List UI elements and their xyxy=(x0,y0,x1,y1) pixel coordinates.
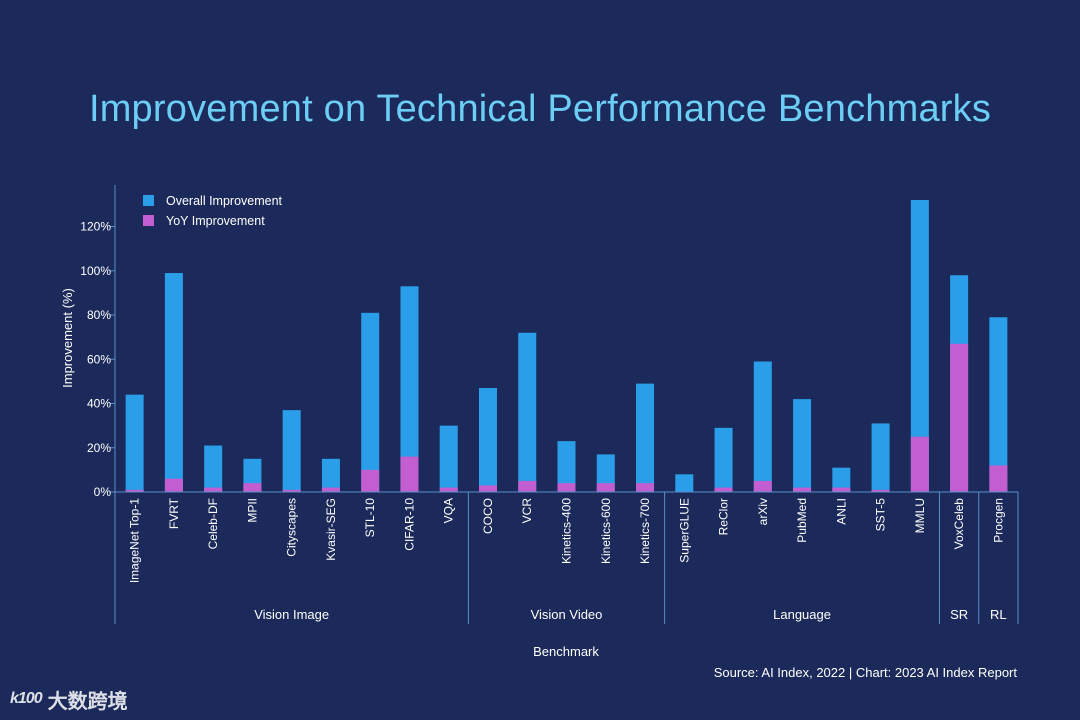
bar-yoy-12 xyxy=(596,483,615,492)
bar-yoy-5 xyxy=(321,487,340,492)
x-tick-label: ImageNet Top-1 xyxy=(128,498,142,583)
x-tick-label: VoxCeleb xyxy=(952,498,966,550)
bar-overall-0 xyxy=(125,394,144,492)
bar-yoy-6 xyxy=(361,469,380,492)
y-tick-label: 60% xyxy=(87,352,111,366)
bar-overall-15 xyxy=(714,427,733,492)
bar-yoy-15 xyxy=(714,487,733,492)
x-tick-label: ANLI xyxy=(834,498,848,525)
bar-yoy-3 xyxy=(243,483,262,492)
x-tick-label: ReClor xyxy=(717,498,731,535)
x-tick-label: MMLU xyxy=(913,498,927,533)
x-tick-label: Kvasir-SEG xyxy=(324,498,338,561)
bar-yoy-0 xyxy=(125,489,144,492)
group-label: RL xyxy=(990,607,1007,622)
bar-yoy-11 xyxy=(557,483,576,492)
y-tick-label: 80% xyxy=(87,308,111,322)
x-tick-label: Procgen xyxy=(991,498,1005,543)
bar-yoy-20 xyxy=(910,436,929,492)
y-tick-label: 20% xyxy=(87,441,111,455)
x-tick-label: SuperGLUE xyxy=(677,498,691,563)
bar-overall-8 xyxy=(439,425,458,492)
bar-yoy-13 xyxy=(636,483,655,492)
bar-overall-2 xyxy=(204,445,223,492)
bar-overall-22 xyxy=(989,317,1008,492)
x-tick-label: MPII xyxy=(245,498,259,523)
bar-overall-4 xyxy=(282,410,301,492)
x-tick-label: Kinetics-700 xyxy=(638,498,652,564)
bar-yoy-8 xyxy=(439,487,458,492)
bar-overall-5 xyxy=(321,458,340,492)
bar-yoy-10 xyxy=(518,480,537,492)
x-tick-label: FVRT xyxy=(167,497,181,529)
watermark-logo: k100 xyxy=(10,690,43,707)
x-tick-label: STL-10 xyxy=(363,498,377,538)
legend-label-yoy: YoY Improvement xyxy=(166,214,265,228)
bar-yoy-1 xyxy=(164,478,183,492)
x-tick-label: CIFAR-10 xyxy=(402,498,416,551)
legend-swatch-yoy xyxy=(143,215,154,226)
legend-swatch-overall xyxy=(143,195,154,206)
bar-yoy-9 xyxy=(478,485,497,492)
bar-overall-17 xyxy=(793,399,812,492)
chart-title: Improvement on Technical Performance Ben… xyxy=(88,88,992,130)
y-tick-label: 0% xyxy=(94,485,112,499)
bar-overall-20 xyxy=(910,200,929,493)
bar-overall-10 xyxy=(518,332,537,492)
bar-yoy-22 xyxy=(989,465,1008,492)
group-label: Language xyxy=(773,607,831,622)
bar-yoy-16 xyxy=(753,480,772,492)
bar-overall-6 xyxy=(361,312,380,492)
legend-label-overall: Overall Improvement xyxy=(166,194,283,208)
bar-overall-11 xyxy=(557,441,576,492)
x-tick-label: Celeb-DF xyxy=(206,498,220,549)
x-tick-label: VQA xyxy=(442,498,456,523)
watermark-text: 大数跨境 xyxy=(47,690,128,713)
x-tick-label: Cityscapes xyxy=(285,498,299,557)
x-axis-title: Benchmark xyxy=(533,644,599,659)
legend: Overall Improvement YoY Improvement xyxy=(143,194,283,228)
y-axis-title: Improvement (%) xyxy=(60,288,75,388)
bar-yoy-21 xyxy=(950,343,969,492)
bar-yoy-2 xyxy=(204,487,223,492)
group-label: Vision Image xyxy=(254,607,329,622)
y-tick-label: 100% xyxy=(80,264,111,278)
x-tick-label: Kinetics-600 xyxy=(599,498,613,564)
x-tick-label: PubMed xyxy=(795,498,809,543)
bar-yoy-19 xyxy=(871,489,890,492)
bar-yoy-17 xyxy=(793,487,812,492)
x-tick-label: arXiv xyxy=(756,498,770,525)
bar-yoy-18 xyxy=(832,487,851,492)
bar-overall-1 xyxy=(164,273,183,492)
x-tick-label: VCR xyxy=(520,498,534,524)
bar-overall-18 xyxy=(832,467,851,492)
y-tick-label: 40% xyxy=(87,397,111,411)
bar-overall-14 xyxy=(675,474,694,492)
bar-overall-19 xyxy=(871,423,890,492)
bar-overall-7 xyxy=(400,286,419,492)
bar-overall-9 xyxy=(478,388,497,492)
bar-yoy-7 xyxy=(400,456,419,492)
y-tick-label: 120% xyxy=(80,220,111,234)
watermark: k100 大数跨境 xyxy=(10,686,128,713)
bar-overall-13 xyxy=(636,383,655,492)
group-label: Vision Video xyxy=(531,607,603,622)
x-tick-label: Kinetics-400 xyxy=(560,498,574,564)
bar-yoy-4 xyxy=(282,489,301,492)
x-tick-label: COCO xyxy=(481,498,495,534)
bar-overall-12 xyxy=(596,454,615,492)
x-tick-label: SST-5 xyxy=(874,498,888,532)
group-label: SR xyxy=(950,607,968,622)
bar-overall-16 xyxy=(753,361,772,492)
source-note: Source: AI Index, 2022 | Chart: 2023 AI … xyxy=(713,665,1017,680)
